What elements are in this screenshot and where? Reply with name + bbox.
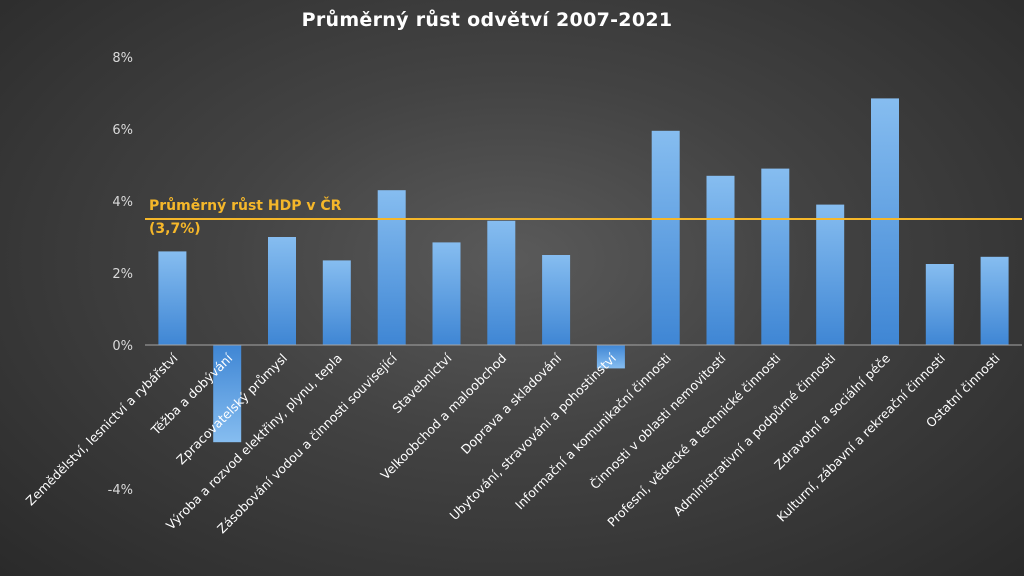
bar: [761, 168, 790, 345]
bar: [706, 175, 735, 345]
reference-line-value-label: (3,7%): [149, 221, 201, 237]
y-tick-label: 4%: [112, 195, 133, 210]
y-tick-label: 0%: [112, 339, 133, 354]
bar: [596, 345, 625, 369]
bar: [322, 260, 351, 345]
bars: [158, 98, 1009, 443]
reference-line-group: Průměrný růst HDP v ČR (3,7%): [145, 196, 1022, 237]
bar: [925, 264, 954, 345]
y-tick-label: -4%: [108, 483, 133, 498]
bar: [980, 256, 1009, 345]
category-label: Zdravotní a sociální péče: [771, 350, 893, 472]
bar: [542, 255, 571, 345]
reference-line-label: Průměrný růst HDP v ČR: [149, 196, 342, 214]
bar: [268, 237, 296, 345]
category-label: Doprava a skladování: [458, 350, 565, 457]
bar: [158, 251, 187, 345]
bar: [651, 130, 680, 345]
bar: [871, 98, 899, 346]
chart-title: Průměrný růst odvětví 2007-2021: [302, 8, 673, 31]
y-tick-label: 6%: [112, 123, 133, 138]
category-labels: Zemědělství, lesnictví a rybářstvíTěžba …: [23, 350, 1003, 536]
bar: [487, 220, 516, 345]
bar: [213, 345, 242, 443]
y-tick-label: 2%: [112, 267, 133, 282]
bar: [816, 204, 845, 345]
bar: [432, 242, 461, 345]
bar: [377, 190, 406, 345]
y-axis-ticks: 8% 6% 4% 2% 0% -4%: [108, 51, 133, 498]
y-tick-label: 8%: [112, 51, 133, 66]
